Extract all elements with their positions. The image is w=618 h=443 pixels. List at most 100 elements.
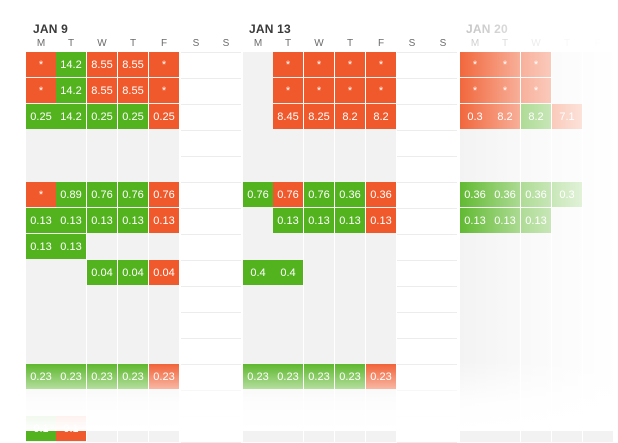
schedule-cell[interactable]: * — [335, 52, 365, 77]
schedule-cell[interactable]: 0.13 — [149, 208, 179, 233]
schedule-cell[interactable]: 0.13 — [273, 208, 303, 233]
day-letter: T — [67, 38, 75, 49]
schedule-cell[interactable]: 0.13 — [490, 208, 520, 233]
schedule-cell[interactable]: * — [366, 52, 396, 77]
schedule-cell[interactable]: * — [521, 52, 551, 77]
weekend-separator — [181, 104, 241, 105]
schedule-cell[interactable]: 0.13 — [460, 208, 490, 233]
day-letter: F — [377, 38, 385, 49]
schedule-cell[interactable]: * — [273, 52, 303, 77]
day-letter: M — [470, 38, 480, 49]
schedule-cell[interactable]: 0.89 — [56, 182, 86, 207]
schedule-cell[interactable]: * — [490, 78, 520, 103]
schedule-cell[interactable]: 0.23 — [273, 364, 303, 389]
schedule-cell[interactable]: 0.23 — [56, 364, 86, 389]
week-label-jan-9: JAN 9 — [33, 22, 69, 36]
weekend-separator — [397, 416, 457, 417]
schedule-cell[interactable]: 0.13 — [335, 208, 365, 233]
weekend-separator — [397, 104, 457, 105]
schedule-cell[interactable]: 0.04 — [149, 260, 179, 285]
schedule-cell[interactable]: * — [490, 52, 520, 77]
schedule-cell[interactable]: 0.23 — [87, 364, 117, 389]
schedule-cell[interactable]: 0.3 — [460, 104, 490, 129]
schedule-cell[interactable]: * — [304, 52, 334, 77]
schedule-cell[interactable]: 0.4 — [273, 260, 303, 285]
weekend-separator — [181, 234, 241, 235]
weekend-separator — [181, 52, 241, 53]
schedule-cell[interactable]: 0.23 — [304, 364, 334, 389]
day-letter: S — [439, 38, 447, 49]
schedule-cell[interactable]: 0.36 — [335, 182, 365, 207]
schedule-cell[interactable]: 14.2 — [56, 52, 86, 77]
schedule-cell[interactable]: 0.23 — [243, 364, 273, 389]
schedule-cell[interactable]: 0.76 — [149, 182, 179, 207]
schedule-cell[interactable]: * — [304, 78, 334, 103]
schedule-cell[interactable]: 0.23 — [118, 364, 148, 389]
schedule-cell[interactable]: 0.76 — [118, 182, 148, 207]
schedule-cell[interactable]: * — [366, 78, 396, 103]
schedule-cell[interactable]: 0.4 — [243, 260, 273, 285]
schedule-cell[interactable]: * — [460, 78, 490, 103]
schedule-cell[interactable]: * — [335, 78, 365, 103]
schedule-cell[interactable]: * — [149, 78, 179, 103]
weekend-separator — [181, 416, 241, 417]
schedule-cell[interactable]: 0.36 — [460, 182, 490, 207]
schedule-cell[interactable]: 0.25 — [149, 104, 179, 129]
schedule-cell[interactable]: 8.2 — [335, 104, 365, 129]
schedule-cell[interactable]: 0.36 — [521, 182, 551, 207]
schedule-cell[interactable]: 0.13 — [56, 208, 86, 233]
schedule-cell[interactable]: 0.23 — [366, 364, 396, 389]
day-letter: M — [253, 38, 263, 49]
schedule-cell[interactable]: 8.2 — [521, 104, 551, 129]
schedule-cell[interactable]: 0.13 — [521, 208, 551, 233]
schedule-cell[interactable]: 0.13 — [26, 208, 56, 233]
schedule-cell[interactable]: 0.76 — [87, 182, 117, 207]
schedule-cell[interactable]: 0.25 — [118, 104, 148, 129]
schedule-cell[interactable]: 7.1 — [552, 104, 582, 129]
weekend-separator — [397, 234, 457, 235]
day-letter: T — [284, 38, 292, 49]
schedule-cell[interactable]: 14.2 — [56, 78, 86, 103]
weekend-separator — [397, 182, 457, 183]
schedule-cell[interactable]: 0.1 — [56, 416, 86, 441]
schedule-cell[interactable]: 0.23 — [26, 364, 56, 389]
schedule-cell[interactable]: 0.13 — [118, 208, 148, 233]
schedule-cell[interactable]: 8.25 — [304, 104, 334, 129]
schedule-cell[interactable]: 0.76 — [273, 182, 303, 207]
schedule-cell[interactable]: * — [26, 78, 56, 103]
schedule-cell[interactable]: 8.55 — [118, 52, 148, 77]
schedule-cell[interactable]: 14.2 — [56, 104, 86, 129]
schedule-cell[interactable]: 0.1 — [26, 416, 56, 441]
schedule-cell[interactable]: * — [149, 52, 179, 77]
schedule-cell[interactable]: 0.3 — [552, 182, 582, 207]
schedule-cell[interactable]: 8.55 — [87, 78, 117, 103]
schedule-cell[interactable]: * — [460, 52, 490, 77]
schedule-cell[interactable]: 0.23 — [149, 364, 179, 389]
schedule-cell[interactable]: 8.55 — [87, 52, 117, 77]
schedule-cell[interactable]: 8.2 — [366, 104, 396, 129]
schedule-cell[interactable]: 0.76 — [243, 182, 273, 207]
schedule-cell[interactable]: * — [521, 78, 551, 103]
schedule-cell[interactable]: * — [26, 182, 56, 207]
schedule-cell[interactable]: 0.36 — [366, 182, 396, 207]
schedule-cell[interactable]: 0.25 — [87, 104, 117, 129]
schedule-cell[interactable]: 8.45 — [273, 104, 303, 129]
schedule-cell[interactable]: 8.2 — [490, 104, 520, 129]
weekend-separator — [397, 286, 457, 287]
schedule-cell[interactable]: 0.13 — [56, 234, 86, 259]
schedule-cell[interactable]: 0.36 — [490, 182, 520, 207]
schedule-cell[interactable]: * — [26, 52, 56, 77]
schedule-cell[interactable]: 0.25 — [26, 104, 56, 129]
schedule-cell[interactable]: 0.04 — [118, 260, 148, 285]
schedule-cell[interactable]: 0.13 — [304, 208, 334, 233]
schedule-cell[interactable]: 0.23 — [335, 364, 365, 389]
schedule-cell[interactable]: * — [273, 78, 303, 103]
day-letter: S — [408, 38, 416, 49]
weekend-separator — [181, 338, 241, 339]
schedule-cell[interactable]: 0.13 — [26, 234, 56, 259]
schedule-cell[interactable]: 0.13 — [87, 208, 117, 233]
schedule-cell[interactable]: 0.13 — [366, 208, 396, 233]
schedule-cell[interactable]: 0.04 — [87, 260, 117, 285]
schedule-cell[interactable]: 0.76 — [304, 182, 334, 207]
schedule-cell[interactable]: 8.55 — [118, 78, 148, 103]
